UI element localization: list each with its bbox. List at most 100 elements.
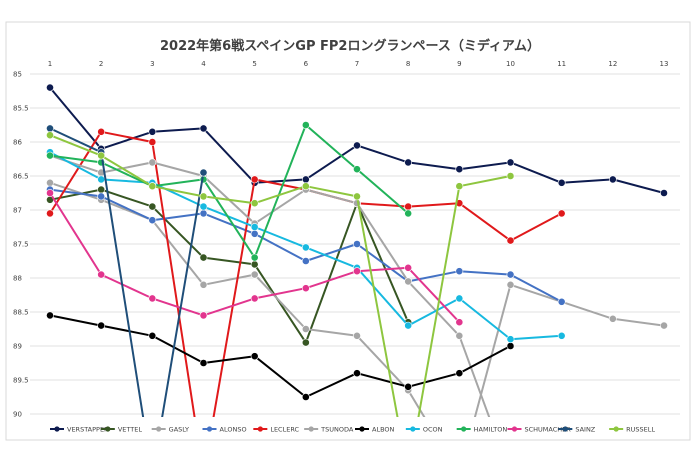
x-tick-label: 8: [406, 60, 410, 68]
data-point: [506, 280, 515, 289]
legend-label: SCHUMACHER: [525, 426, 572, 434]
data-point: [455, 369, 464, 378]
data-point: [404, 321, 413, 330]
data-point: [404, 202, 413, 211]
data-point: [353, 331, 361, 340]
legend-item-schumacher: SCHUMACHER: [507, 426, 572, 434]
data-point: [301, 257, 310, 265]
y-tick-label: 89.5: [13, 377, 29, 385]
series-line: [49, 124, 409, 259]
data-point: [353, 165, 361, 174]
data-point: [557, 331, 566, 340]
data-point: [46, 124, 54, 133]
data-point: [148, 202, 157, 211]
data-point: [660, 321, 668, 330]
data-point: [46, 178, 54, 187]
data-point: [660, 189, 668, 197]
legend-label: RUSSELL: [626, 426, 655, 434]
data-point: [199, 209, 208, 218]
data-point: [97, 151, 106, 160]
legend-swatch-marker: [156, 426, 162, 432]
data-point: [46, 131, 54, 140]
data-point: [506, 270, 515, 279]
series-line: [49, 188, 410, 344]
data-point: [199, 124, 208, 133]
data-point: [199, 192, 208, 201]
x-tick-label: 2: [99, 60, 103, 68]
series-schumacher: [46, 189, 464, 327]
y-tick-label: 87: [13, 207, 22, 215]
data-point: [148, 216, 157, 225]
data-point: [97, 270, 106, 279]
legend-swatch-marker: [613, 426, 619, 432]
data-point: [301, 284, 310, 293]
data-point: [301, 243, 310, 252]
data-point: [455, 267, 464, 276]
legend-item-hamilton: HAMILTON: [456, 426, 507, 434]
legend-swatch-marker: [562, 426, 568, 432]
data-point: [250, 352, 259, 361]
data-point: [199, 359, 208, 367]
data-point: [301, 175, 310, 184]
data-point: [455, 182, 464, 191]
data-point: [353, 240, 361, 248]
data-point: [97, 185, 106, 194]
legend-label: ALBON: [372, 426, 395, 434]
data-point: [199, 168, 208, 177]
y-tick-label: 90: [13, 411, 22, 419]
data-point: [199, 280, 208, 289]
data-point: [250, 260, 259, 269]
series-line: [49, 134, 511, 417]
data-point: [353, 141, 361, 150]
series-lines: [46, 83, 668, 417]
data-point: [301, 393, 310, 401]
data-point: [97, 175, 106, 184]
data-point: [97, 192, 106, 201]
data-point: [404, 263, 413, 272]
legend-label: SAINZ: [575, 426, 595, 434]
y-tick-label: 86: [13, 139, 22, 147]
data-point: [404, 277, 413, 286]
data-point: [46, 209, 54, 218]
x-tick-label: 11: [557, 60, 566, 68]
y-tick-label: 88: [13, 275, 22, 283]
series-sainz: [46, 124, 208, 417]
legend-item-albon: ALBON: [355, 426, 395, 434]
gridlines: [30, 73, 680, 415]
legend-item-sainz: SAINZ: [558, 426, 596, 434]
data-point: [148, 127, 157, 136]
data-point: [199, 202, 208, 211]
data-point: [46, 189, 54, 197]
y-tick-label: 87.5: [13, 241, 29, 249]
data-point: [404, 209, 413, 218]
legend-item-ocon: OCON: [405, 426, 443, 434]
legend-swatch-marker: [257, 426, 263, 432]
data-point: [250, 253, 259, 262]
series-line: [49, 154, 491, 417]
data-point: [301, 338, 310, 347]
legend-label: VERSTAPPEN: [67, 426, 109, 434]
data-point: [557, 209, 566, 218]
legend-label: GASLY: [169, 426, 189, 434]
legend-label: VETTEL: [118, 426, 142, 434]
chart-title: 2022年第6戦スペインGP FP2ロングランペース（ミディアム）: [160, 38, 540, 54]
legend-swatch-marker: [410, 426, 416, 432]
series-albon: [46, 311, 515, 401]
data-point: [455, 318, 464, 327]
x-tick-label: 9: [457, 60, 461, 68]
data-point: [506, 342, 515, 350]
legend-swatch-marker: [206, 426, 213, 432]
legend-swatch-marker: [511, 426, 518, 432]
data-point: [455, 331, 464, 340]
data-point: [506, 158, 515, 167]
y-axis-ticks: 85 85.5 86 86.5 87 87.5 88 88.5 89 89.5 90: [13, 71, 29, 419]
chart-border: [5, 21, 691, 441]
y-tick-label: 85.5: [13, 105, 29, 113]
data-point: [301, 182, 310, 191]
data-point: [148, 158, 157, 167]
series-line: [49, 127, 205, 417]
x-tick-label: 10: [506, 60, 515, 68]
y-tick-label: 85: [13, 71, 22, 79]
data-point: [250, 223, 259, 231]
